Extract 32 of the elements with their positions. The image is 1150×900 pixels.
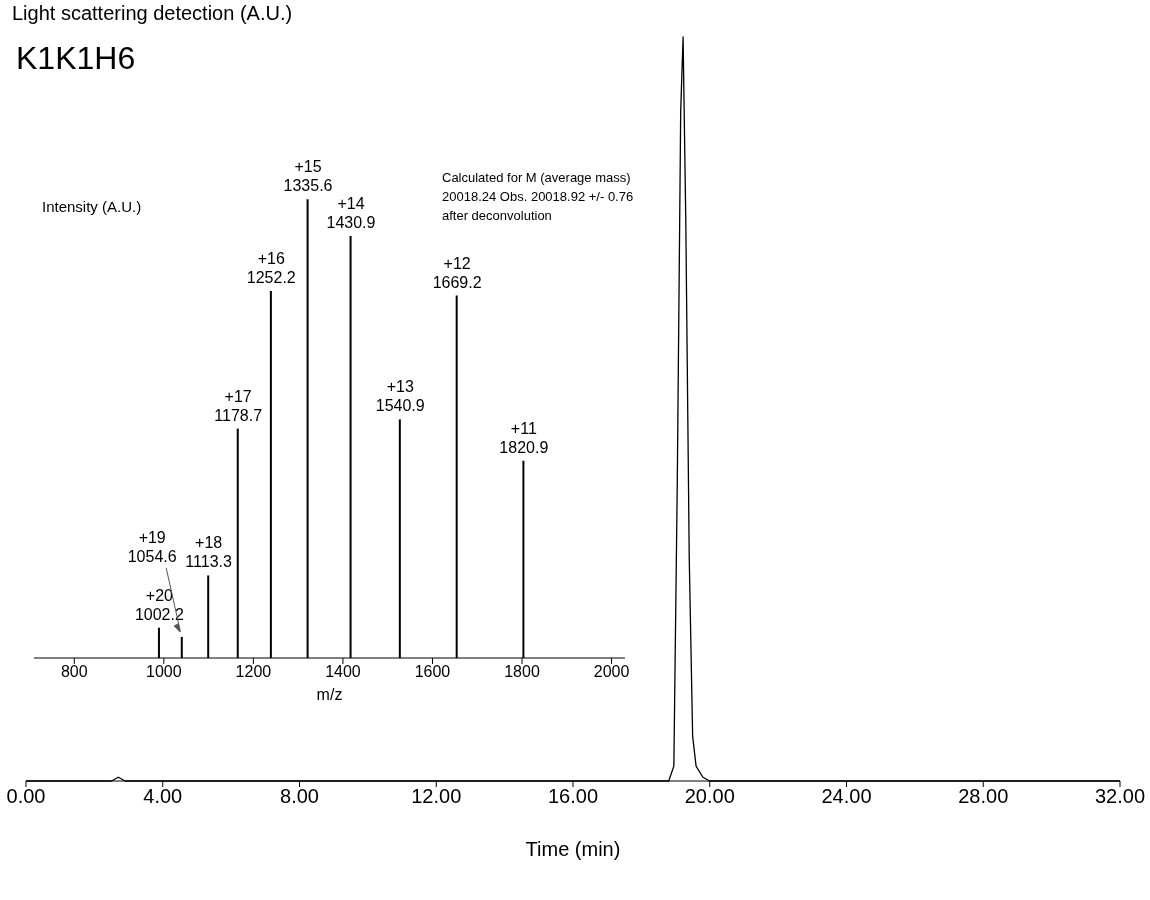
annotation: +20 1002.2 [134,586,184,623]
annotation: +12 1669.2 [432,254,482,291]
x-tick-label: 1400 [325,663,361,681]
x-tick-label: 32.00 [1094,785,1146,808]
annotation: +15 1335.6 [283,158,333,195]
x-tick-label: 2000 [593,663,630,681]
x-tick-label: 28.00 [958,785,1009,808]
y-axis-title: Light scattering detection (A.U.) [12,2,293,25]
annotation: +13 1540.9 [375,378,425,415]
x-tick-label: 0.00 [6,785,46,808]
x-tick-label: 1200 [235,663,272,681]
x-tick-label: 16.00 [547,785,599,808]
chart-title: K1K1H6 [16,40,136,77]
x-tick-label: 1800 [504,663,540,681]
x-tick-label: 24.00 [821,785,872,808]
x-tick-label: 1600 [414,663,451,681]
x-tick-label: 20.00 [684,785,735,808]
annotation: +14 1430.9 [326,194,376,231]
x-tick-label: 1000 [146,663,182,681]
x-tick-label: 12.00 [411,785,462,808]
annotation: +11 1820.9 [499,419,549,456]
x-tick-label: 800 [60,663,88,681]
x-axis-title: Time (min) [525,838,621,860]
x-tick-label: 8.00 [280,785,319,808]
annotation: +19 1054.6 [127,528,177,565]
annotation: Calculated for M (average mass) 20018.24 Obs. 20018.92 +/- 0.76 after deconvolution [442,169,635,225]
annotation: +17 1178.7 [214,387,263,424]
annotation: +16 1252.2 [246,249,296,286]
x-tick-label: 4.00 [143,785,183,808]
annotation: +18 1113.3 [185,534,232,571]
x-axis-title: m/z [316,686,343,703]
y-axis-title: Intensity (A.U.) [42,198,142,215]
